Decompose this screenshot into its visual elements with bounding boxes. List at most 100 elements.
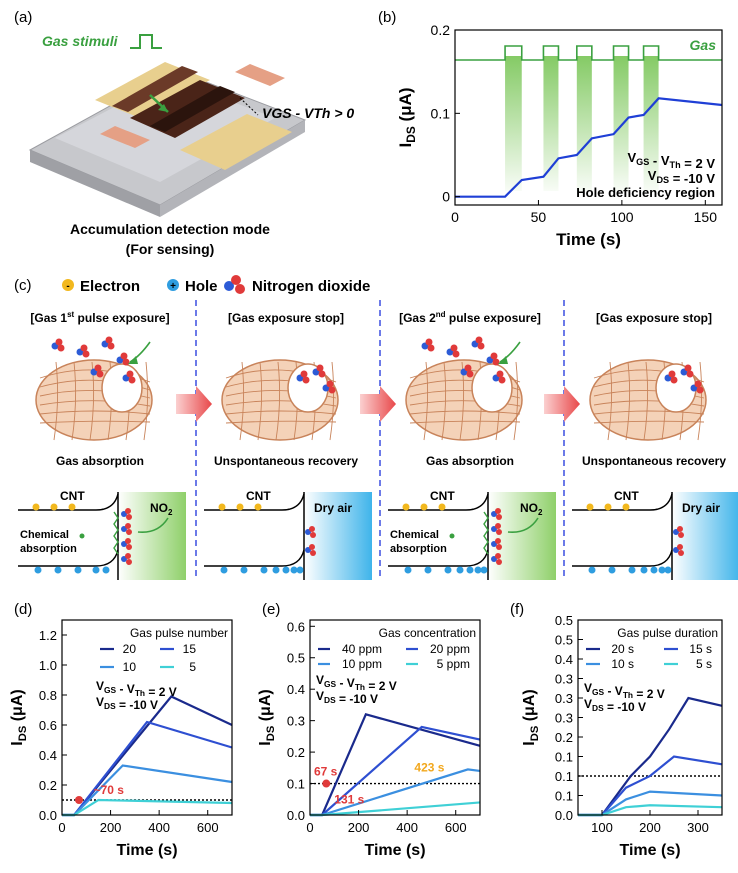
stage-process-label: Unspontaneous recovery	[214, 454, 358, 468]
electron-icon	[402, 503, 410, 511]
hole-icon	[167, 279, 179, 291]
y-tick-label: 0.3	[555, 711, 573, 726]
hole-icon	[628, 566, 636, 574]
mechanism-stages: [Gas 1st pulse exposure] Gas absorption CN…	[18, 300, 738, 580]
legend-label: 15 s	[689, 642, 712, 656]
hole-icon	[608, 566, 616, 574]
conduction-band	[388, 493, 489, 511]
no2-molecule-icon	[90, 364, 104, 378]
panel-label-e: (e)	[262, 601, 280, 618]
legend-hole: Hole	[185, 278, 218, 295]
y-tick-label: 0	[442, 189, 450, 205]
svg-text:-: -	[66, 281, 69, 292]
no2-molecule-icon	[421, 338, 435, 352]
annotation: ~70 s	[94, 783, 125, 797]
y-tick-label: 0.0	[287, 808, 305, 823]
y-tick-label: 0.3	[555, 691, 573, 706]
stage-title: [Gas exposure stop]	[228, 311, 344, 325]
carrier-legend: - Electron + Hole Nitrogen dioxide	[62, 275, 370, 295]
legend-title: Gas pulse duration	[617, 626, 718, 640]
stage-title: [Gas 2nd pulse exposure]	[399, 310, 541, 325]
x-axis-label: Time (s)	[364, 842, 425, 859]
bias-label: VGS - VTh > 0	[262, 105, 354, 121]
annotation: VDS = -10 V	[316, 689, 378, 706]
chemical-absorption-label: Chemical	[20, 529, 69, 541]
legend-label: 20 ppm	[430, 642, 470, 656]
hole-icon	[444, 566, 452, 574]
arrowhead-icon	[498, 356, 508, 364]
electron-icon	[218, 503, 226, 511]
band-diagram: CNT Dry air	[204, 489, 372, 580]
annotation: VDS = -10 V	[648, 168, 716, 186]
series-line	[455, 97, 723, 198]
hole-icon	[282, 566, 290, 574]
no2-molecule-icon	[312, 364, 326, 378]
legend-electron: Electron	[80, 278, 140, 295]
hole-icon	[74, 566, 82, 574]
ambient-region	[118, 492, 186, 580]
y-tick-label: 0.0	[555, 808, 573, 823]
legend-label: 20 s	[611, 642, 634, 656]
panel-label-d: (d)	[14, 601, 32, 618]
legend-label: 5 ppm	[437, 657, 470, 671]
pointer-dot	[449, 533, 455, 539]
stage-title: [Gas 1st pulse exposure]	[30, 310, 169, 325]
x-tick-label: 0	[306, 820, 313, 835]
no2-molecule-icon	[664, 370, 678, 384]
legend-label: 10	[123, 660, 137, 674]
chemical-absorption-label: absorption	[390, 543, 447, 555]
threshold-marker	[75, 796, 83, 804]
gas-pulse-band	[613, 56, 629, 191]
plot-frame	[309, 619, 481, 816]
x-tick-label: 100	[610, 209, 634, 225]
x-tick-label: 200	[639, 820, 661, 835]
x-axis-label: Time (s)	[556, 230, 621, 249]
annotation: 423 s	[414, 761, 444, 775]
x-axis-label: Time (s)	[116, 842, 177, 859]
hole-icon	[240, 566, 248, 574]
mode-caption: Accumulation detection mode	[70, 221, 270, 237]
no2-molecule-icon	[680, 364, 694, 378]
x-tick-label: 0	[58, 820, 65, 835]
y-axis-label: IDS (μA)	[9, 689, 29, 745]
panel-label-a: (a)	[14, 9, 32, 26]
bias-pointer	[239, 97, 259, 116]
annotation: 67 s	[314, 765, 338, 779]
y-tick-label: 0.6	[287, 619, 305, 634]
gas-side-label: NO2	[520, 501, 543, 517]
legend-label: 20	[123, 642, 137, 656]
y-tick-label: 0.1	[287, 777, 305, 792]
arrowhead-icon	[128, 356, 138, 364]
chemisorption-bond-icon	[483, 511, 489, 555]
legend-label: 10 s	[611, 657, 634, 671]
annotation: VGS - VTh = 2 V	[584, 681, 665, 701]
hole-icon	[260, 566, 268, 574]
no2-molecule-icon	[492, 370, 506, 384]
x-tick-label: 200	[100, 820, 122, 835]
y-tick-label: 0.1	[555, 789, 573, 804]
y-tick-label: 0.1	[555, 769, 573, 784]
y-tick-label: 1.2	[39, 628, 57, 643]
hole-icon	[456, 566, 464, 574]
gas-flow-arrow-icon	[137, 517, 169, 534]
plot-frame	[61, 619, 233, 816]
y-tick-label: 0.2	[431, 22, 451, 38]
hole-icon	[640, 566, 648, 574]
gas-pulse-trace	[455, 45, 722, 61]
y-tick-label: 0.5	[555, 633, 573, 648]
y-tick-label: 0.2	[287, 745, 305, 760]
no2-molecule-icon	[122, 370, 136, 384]
stage-4: [Gas exposure stop] Unspontaneous recover…	[572, 311, 738, 580]
no2-molecule-icon	[322, 380, 336, 394]
x-tick-label: 600	[445, 820, 467, 835]
panel-label-c: (c)	[14, 277, 32, 294]
electron-icon	[32, 503, 40, 511]
electron-icon	[68, 503, 76, 511]
electron-icon	[438, 503, 446, 511]
x-tick-label: 200	[348, 820, 370, 835]
legend-title: Gas concentration	[379, 626, 476, 640]
no2-molecule-icon	[486, 352, 500, 366]
legend-label: 40 ppm	[342, 642, 382, 656]
legend-label: 5	[189, 660, 196, 674]
y-axis-label: IDS (μA)	[396, 88, 418, 148]
